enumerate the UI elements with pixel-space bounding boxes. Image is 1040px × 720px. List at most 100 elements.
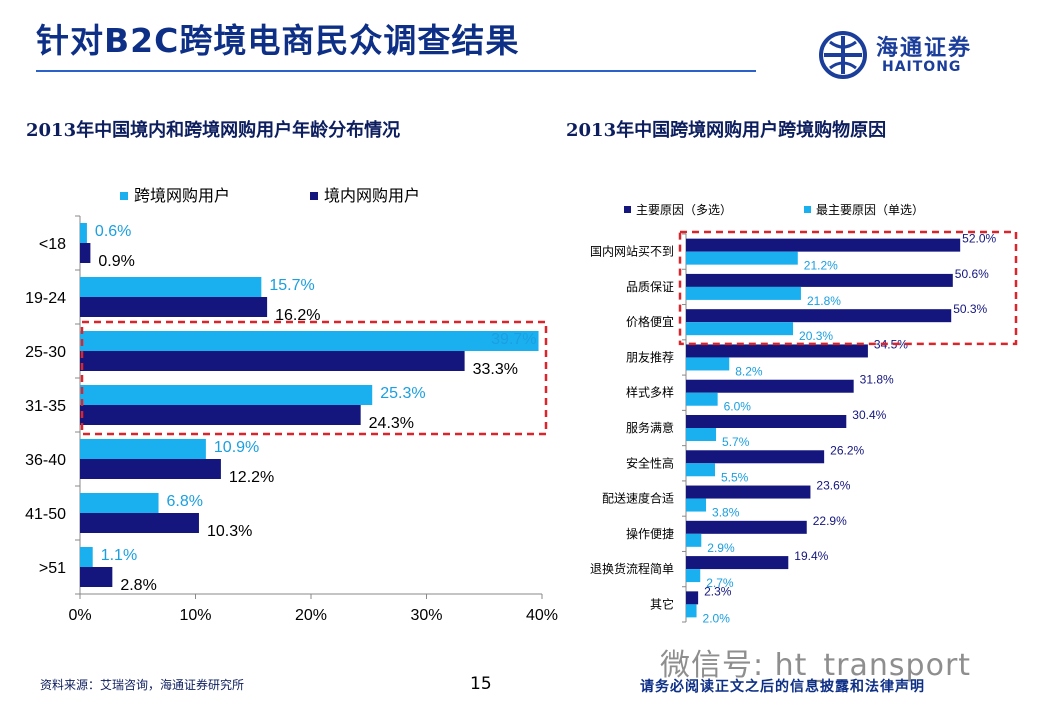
multi-choice-bar <box>686 273 953 287</box>
domestic-bar <box>80 405 361 425</box>
bar-value-label: 24.3% <box>369 415 414 432</box>
bar-value-label: 21.2% <box>804 259 838 273</box>
single-choice-bar <box>686 569 701 583</box>
single-choice-bar <box>686 463 715 477</box>
domestic-bar <box>80 459 221 479</box>
page-number: 15 <box>470 674 492 694</box>
bar-value-label: 34.5% <box>874 337 908 351</box>
bar-value-label: 26.2% <box>830 443 864 457</box>
category-label: >51 <box>39 560 66 577</box>
cross-border-bar <box>80 277 262 297</box>
highlight-box <box>678 230 1018 346</box>
disclaimer: 请务必阅读正文之后的信息披露和法律声明 <box>640 679 925 695</box>
bar-value-label: 2.9% <box>707 541 735 555</box>
bar-value-label: 3.8% <box>712 506 740 520</box>
multi-choice-bar <box>686 556 789 570</box>
bar-value-label: 52.0% <box>962 232 996 246</box>
category-label: 25-30 <box>25 344 66 361</box>
left-chart-title: 2013年中国境内和跨境网购用户年龄分布情况 <box>26 120 401 141</box>
multi-choice-bar <box>686 238 961 252</box>
bar-value-label: 23.6% <box>816 479 850 493</box>
bar-value-label: 33.3% <box>473 361 518 378</box>
x-tick-label: 0% <box>68 607 91 624</box>
domestic-bar <box>80 351 465 371</box>
multi-choice-bar <box>686 415 847 428</box>
multi-choice-bar <box>686 485 811 499</box>
legend-swatch-0 <box>120 192 128 200</box>
bar-value-label: 50.6% <box>955 267 989 281</box>
bar-value-label: 5.5% <box>721 470 749 484</box>
bar-value-label: 5.7% <box>722 435 750 449</box>
cross-border-bar <box>80 439 206 459</box>
single-choice-bar <box>686 604 697 618</box>
single-choice-bar <box>686 392 718 406</box>
x-tick-label: 20% <box>295 607 327 624</box>
right-chart-title: 2013年中国跨境网购用户跨境购物原因 <box>566 120 887 141</box>
logo-chinese-text: 海通证券 <box>876 35 973 61</box>
category-label: 品质保证 <box>626 280 674 294</box>
title-divider <box>36 70 756 72</box>
category-label: 样式多样 <box>626 385 674 400</box>
bar-value-label: 8.2% <box>735 364 763 378</box>
multi-choice-bar <box>686 591 699 605</box>
age-distribution-chart: 跨境网购用户 境内网购用户 0% 10% 20% 30% 40% <18 0.6% 0.9% 19-… <box>25 186 558 624</box>
legend-swatch-0 <box>624 206 631 213</box>
bar-value-label: 10.3% <box>207 523 252 540</box>
multi-choice-bar <box>686 520 807 534</box>
category-label: 操作便捷 <box>626 526 674 541</box>
single-choice-bar <box>686 322 794 336</box>
category-label: 配送速度合适 <box>602 491 674 506</box>
bar-value-label: 19.4% <box>794 549 828 563</box>
legend-swatch-1 <box>310 192 318 200</box>
bar-value-label: 6.0% <box>724 400 752 414</box>
cross-border-bar <box>80 223 87 243</box>
cross-border-bar <box>80 385 373 405</box>
multi-choice-bar <box>686 379 854 393</box>
bar-value-label: 30.4% <box>852 408 886 422</box>
bar-value-label: 6.8% <box>167 493 203 510</box>
category-label: 服务满意 <box>626 420 674 435</box>
legend-label-0: 跨境网购用户 <box>134 186 230 205</box>
category-label: 41-50 <box>25 506 66 523</box>
wechat-watermark: 微信号: ht_transport <box>660 648 972 683</box>
single-choice-bar <box>686 428 717 441</box>
category-label: <18 <box>39 236 66 253</box>
category-label: 31-35 <box>25 398 66 415</box>
domestic-bar <box>80 513 199 533</box>
bar-value-label: 1.1% <box>101 547 137 564</box>
logo-english-text: HAITONG <box>882 59 962 75</box>
category-label: 36-40 <box>25 452 66 469</box>
legend-label-0: 主要原因（多选） <box>636 203 732 217</box>
single-choice-bar <box>686 533 702 547</box>
bar-value-label: 0.9% <box>98 253 134 270</box>
legend-swatch-1 <box>804 206 811 213</box>
single-choice-bar <box>686 286 801 300</box>
bar-value-label: 21.8% <box>807 294 841 308</box>
domestic-bar <box>80 567 113 587</box>
bar-value-label: 0.6% <box>95 223 131 240</box>
multi-choice-bar <box>686 344 868 358</box>
cross-border-bar <box>80 493 159 513</box>
domestic-bar <box>80 243 91 263</box>
bar-value-label: 15.7% <box>269 277 314 294</box>
company-logo: 海通证券 HAITONG <box>818 30 1008 80</box>
bar-value-label: 12.2% <box>229 469 274 486</box>
bar-value-label: 2.3% <box>704 584 732 598</box>
bar-value-label: 2.0% <box>703 611 731 625</box>
single-choice-bar <box>686 251 798 265</box>
category-label: 安全性高 <box>626 455 674 470</box>
bar-value-label: 2.8% <box>120 577 156 594</box>
source-note: 资料来源：艾瑞咨询，海通证券研究所 <box>40 678 245 692</box>
highlight-box <box>80 320 548 436</box>
category-label: 19-24 <box>25 290 66 307</box>
haitong-emblem-icon <box>819 31 867 79</box>
cross-border-bar <box>80 547 93 567</box>
single-choice-bar <box>686 357 730 371</box>
category-label: 退换货流程简单 <box>590 561 674 576</box>
x-tick-label: 40% <box>526 607 558 624</box>
category-label: 其它 <box>650 596 674 611</box>
x-tick-label: 10% <box>179 607 211 624</box>
category-label: 朋友推荐 <box>626 350 674 364</box>
bar-value-label: 25.3% <box>380 385 425 402</box>
domestic-bar <box>80 297 268 317</box>
